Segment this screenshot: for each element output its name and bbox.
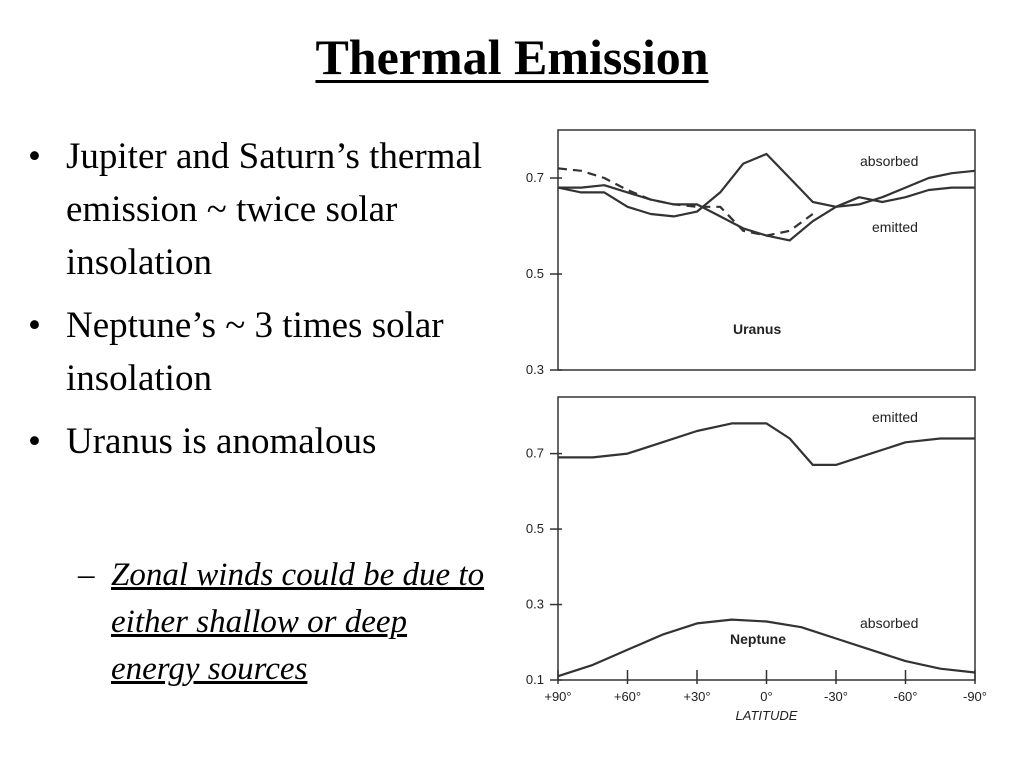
x-tick-label: +60° (614, 689, 641, 704)
latitude-chart: 0.7 0.5 0.3 absorbed emitted Uranus 0.7 0.5 0.3 0… (526, 129, 987, 723)
y-tick-label: 0.7 (526, 170, 544, 185)
x-tick-label: -60° (894, 689, 918, 704)
bullet-symbol: • (28, 136, 41, 177)
bullet-text: Uranus is anomalous (66, 421, 377, 462)
x-tick-label: 0° (760, 689, 772, 704)
y-tick-label: 0.1 (526, 672, 544, 687)
absorbed-line (557, 152, 976, 218)
x-tick-label: +30° (683, 689, 710, 704)
emitted-line (558, 422, 975, 466)
bullet-list: • Jupiter and Saturn’s thermal emission … (26, 130, 496, 478)
slide-title: Thermal Emission (315, 29, 709, 85)
absorbed-line (557, 618, 976, 678)
y-tick-label: 0.5 (526, 521, 544, 536)
y-tick-label: 0.5 (526, 266, 544, 281)
y-tick-label: 0.7 (526, 446, 544, 461)
bullet-item: • Neptune’s ~ 3 times solar insolation (26, 299, 496, 405)
sub-bullet: – Zonal winds could be due to either sha… (78, 552, 498, 693)
dashed-line (557, 167, 814, 237)
bullet-text: Jupiter and Saturn’s thermal emission ~ … (66, 136, 483, 283)
plot-frame (557, 129, 976, 371)
sub-bullet-dash: – (78, 557, 95, 593)
bullet-item: • Jupiter and Saturn’s thermal emission … (26, 130, 496, 289)
x-tick-label: -90° (963, 689, 987, 704)
x-tick-label: -30° (824, 689, 848, 704)
bullet-text: Neptune’s ~ 3 times solar insolation (66, 305, 444, 399)
planet-label: Uranus (733, 321, 781, 337)
series-label-emitted: emitted (872, 219, 918, 235)
x-tick-label: +90° (544, 689, 571, 704)
sub-bullet-text: Zonal winds could be due to either shall… (111, 557, 485, 687)
bullet-symbol: • (28, 421, 41, 462)
planet-label: Neptune (730, 631, 786, 647)
bullet-item: • Uranus is anomalous (26, 415, 496, 468)
x-axis-label: LATITUDE (736, 708, 798, 723)
y-tick-label: 0.3 (526, 362, 544, 377)
series-label-emitted: emitted (872, 409, 918, 425)
bullet-symbol: • (28, 305, 41, 346)
series-label-absorbed: absorbed (860, 615, 918, 631)
y-tick-label: 0.3 (526, 597, 544, 612)
series-label-absorbed: absorbed (860, 153, 918, 169)
